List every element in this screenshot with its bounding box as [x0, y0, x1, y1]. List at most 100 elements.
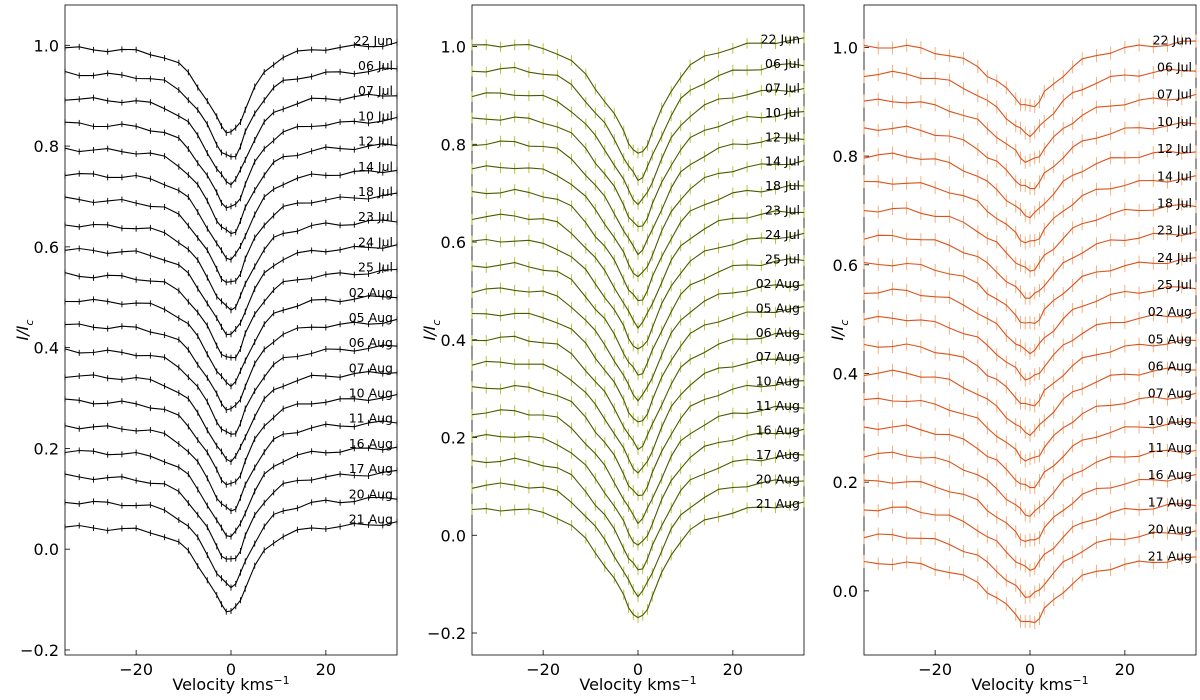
- y-tick-label: 0.2: [34, 439, 59, 458]
- series-line: [471, 453, 805, 571]
- series-02-aug: 02 Aug: [471, 276, 805, 407]
- series-line: [64, 169, 398, 261]
- y-tick-label: 0.6: [833, 256, 858, 275]
- date-label: 20 Aug: [756, 471, 800, 486]
- series-11-aug: 11 Aug: [863, 440, 1197, 523]
- date-label: 07 Jul: [358, 83, 393, 98]
- series-06-jul: 06 Jul: [863, 60, 1197, 144]
- date-label: 05 Aug: [1148, 331, 1192, 346]
- x-axis-label: Velocity kms−1: [971, 674, 1088, 694]
- date-label: 22 Jun: [1153, 32, 1192, 47]
- date-label: 12 Jul: [358, 134, 393, 149]
- series-07-aug: 07 Aug: [471, 349, 805, 479]
- series-line: [64, 268, 398, 359]
- series-21-aug: 21 Aug: [471, 496, 805, 623]
- y-tick-label: 0.8: [441, 135, 466, 154]
- date-label: 17 Aug: [349, 461, 393, 476]
- series-10-aug: 10 Aug: [64, 386, 398, 488]
- series-line: [863, 286, 1197, 355]
- y-axis-label-subscript: c: [838, 320, 851, 326]
- series-line: [863, 203, 1197, 272]
- series-line: [471, 136, 805, 256]
- series-line: [471, 160, 805, 278]
- date-label: 14 Jul: [765, 154, 800, 169]
- series-line: [64, 219, 398, 311]
- date-label: 16 Aug: [756, 423, 800, 438]
- series-07-jul: 07 Jul: [863, 87, 1197, 169]
- date-label: 18 Jul: [358, 184, 393, 199]
- date-label: 06 Aug: [1148, 358, 1192, 373]
- date-label: 16 Aug: [349, 436, 393, 451]
- date-label: 07 Aug: [349, 360, 393, 375]
- series-line: [471, 184, 805, 302]
- series-line: [64, 344, 398, 435]
- series-line: [471, 356, 805, 474]
- series-16-aug: 16 Aug: [64, 436, 398, 540]
- series-line: [863, 367, 1197, 437]
- panel-3: −20 0 20 0.0 0.2 0.4 0.6 0.8 1.0 Velocity kms−1 I/…: [828, 4, 1197, 694]
- series-line: [863, 530, 1197, 598]
- date-label: 22 Jun: [354, 33, 393, 48]
- series-22-jun: 22 Jun: [863, 32, 1197, 114]
- series-25-jul: 25 Jul: [863, 277, 1197, 361]
- x-tick-label: −20: [119, 660, 153, 679]
- series-line: [863, 121, 1197, 190]
- series-line: [863, 40, 1197, 108]
- series-line: [863, 311, 1197, 381]
- series-18-jul: 18 Jul: [863, 195, 1197, 278]
- date-label: 06 Jul: [765, 56, 800, 71]
- series-line: [863, 68, 1197, 138]
- date-label: 10 Jul: [1157, 114, 1192, 129]
- series-line: [64, 393, 398, 486]
- y-tick-label: 0.0: [34, 540, 59, 559]
- series-02-aug: 02 Aug: [64, 285, 398, 390]
- x-axis-label: Velocity kms−1: [579, 674, 696, 694]
- series-17-aug: 17 Aug: [64, 461, 398, 563]
- series-line: [64, 420, 398, 512]
- series-line: [471, 405, 805, 525]
- date-label: 21 Aug: [349, 512, 393, 527]
- y-tick-label: 0.0: [833, 582, 858, 601]
- y-tick-label: 1.0: [833, 38, 858, 57]
- date-label: 10 Aug: [1148, 413, 1192, 428]
- series-line: [64, 446, 398, 538]
- series-16-aug: 16 Aug: [863, 467, 1197, 548]
- series-06-aug: 06 Aug: [471, 325, 805, 455]
- series-line: [471, 258, 805, 376]
- series-12-jul: 12 Jul: [471, 129, 805, 260]
- x-axis-label-exponent: −1: [680, 674, 696, 687]
- y-axis-label: I/Ic: [420, 320, 443, 341]
- x-tick-label: −20: [918, 660, 952, 679]
- date-label: 07 Aug: [756, 349, 800, 364]
- series-20-aug: 20 Aug: [863, 522, 1197, 604]
- series-line: [863, 150, 1197, 219]
- date-label: 24 Jul: [765, 227, 800, 242]
- date-label: 05 Aug: [349, 310, 393, 325]
- series-line: [471, 232, 805, 350]
- date-label: 02 Aug: [1148, 304, 1192, 319]
- series-23-jul: 23 Jul: [863, 223, 1197, 305]
- series-line: [471, 87, 805, 206]
- x-tick-label: 0: [226, 660, 236, 679]
- date-label: 10 Jul: [765, 105, 800, 120]
- date-label: 10 Jul: [358, 108, 393, 123]
- date-label: 06 Jul: [358, 58, 393, 73]
- series-06-aug: 06 Aug: [64, 335, 398, 438]
- series-11-aug: 11 Aug: [64, 411, 398, 515]
- series-line: [64, 116, 398, 209]
- y-tick-label: −0.2: [20, 641, 59, 660]
- date-label: 07 Jul: [1157, 87, 1192, 102]
- series-line: [471, 479, 805, 598]
- series-line: [64, 67, 398, 158]
- date-label: 18 Jul: [765, 178, 800, 193]
- series-25-jul: 25 Jul: [64, 260, 398, 361]
- series-line: [471, 63, 805, 182]
- series-line: [64, 318, 398, 411]
- series-12-jul: 12 Jul: [64, 134, 398, 237]
- series-line: [64, 521, 398, 613]
- y-axis-label-subscript: c: [23, 320, 36, 326]
- series-line: [471, 306, 805, 423]
- series-line: [863, 449, 1197, 518]
- date-label: 07 Jul: [765, 80, 800, 95]
- y-tick-label: 0.6: [441, 233, 466, 252]
